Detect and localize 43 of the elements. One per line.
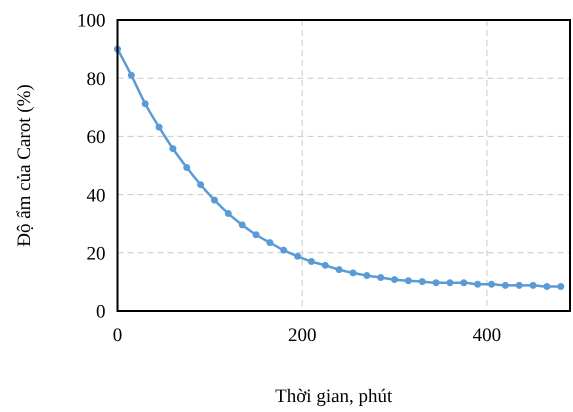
point [488,280,496,288]
x-axis-title: Thời gian, phút [275,386,394,407]
y-tick-label: 60 [86,127,106,148]
x-tick-label: 0 [112,325,122,346]
point [156,124,163,131]
y-tick-label: 20 [86,243,106,264]
point [197,181,204,188]
point [502,282,509,289]
point [336,266,343,274]
point [391,276,398,284]
y-tick-label: 40 [86,185,106,206]
point [308,258,315,266]
point [432,279,440,286]
point [349,269,356,276]
x-tick-label: 200 [288,325,316,346]
point [142,100,149,108]
x-tick-label: 400 [472,325,502,346]
point [224,210,232,218]
point [128,72,135,79]
point [169,145,176,152]
y-tick-label: 100 [77,10,106,32]
point [183,164,190,172]
point [238,221,246,228]
y-axis-title: Độ ẩm của Carot (%) [14,84,35,247]
point [252,231,260,238]
point [557,283,564,290]
point [404,277,412,284]
point [377,274,384,282]
point [460,279,468,286]
point [322,262,329,269]
point [210,196,218,204]
point [266,239,274,246]
y-tick-label: 80 [86,68,106,90]
point [543,283,550,290]
point [474,280,482,288]
point [363,272,370,279]
y-tick-label: 0 [96,302,106,323]
point [418,278,426,286]
point [530,282,537,289]
point [280,246,288,254]
point [446,279,454,286]
point [294,252,302,260]
point [516,282,523,289]
